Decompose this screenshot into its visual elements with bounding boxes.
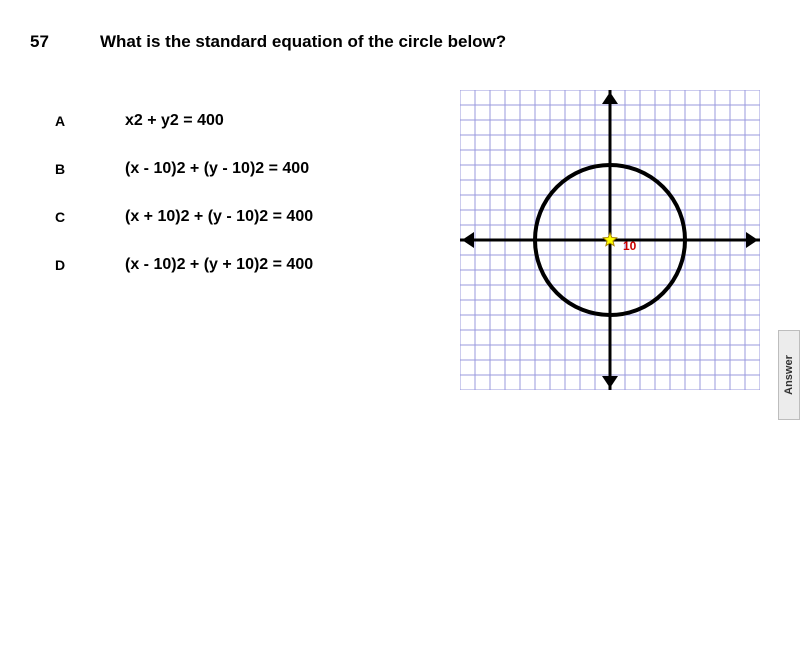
- answer-tab-label: Answer: [783, 355, 795, 395]
- svg-text:10: 10: [623, 239, 637, 253]
- answer-tab[interactable]: Answer: [778, 330, 800, 420]
- choice-text: (x - 10)2 + (y + 10)2 = 400: [125, 256, 313, 274]
- question-text: What is the standard equation of the cir…: [100, 32, 506, 52]
- choice-row-c[interactable]: C(x + 10)2 + (y - 10)2 = 400: [55, 208, 313, 226]
- coordinate-graph: 10: [460, 90, 760, 390]
- choice-text: (x + 10)2 + (y - 10)2 = 400: [125, 208, 313, 226]
- choice-text: x2 + y2 = 400: [125, 112, 224, 130]
- choice-letter: D: [55, 257, 125, 273]
- choice-text: (x - 10)2 + (y - 10)2 = 400: [125, 160, 309, 178]
- choice-letter: A: [55, 113, 125, 129]
- choice-row-d[interactable]: D(x - 10)2 + (y + 10)2 = 400: [55, 256, 313, 274]
- choice-row-a[interactable]: Ax2 + y2 = 400: [55, 112, 224, 130]
- choice-letter: B: [55, 161, 125, 177]
- choice-row-b[interactable]: B(x - 10)2 + (y - 10)2 = 400: [55, 160, 309, 178]
- choice-letter: C: [55, 209, 125, 225]
- question-number: 57: [30, 32, 49, 52]
